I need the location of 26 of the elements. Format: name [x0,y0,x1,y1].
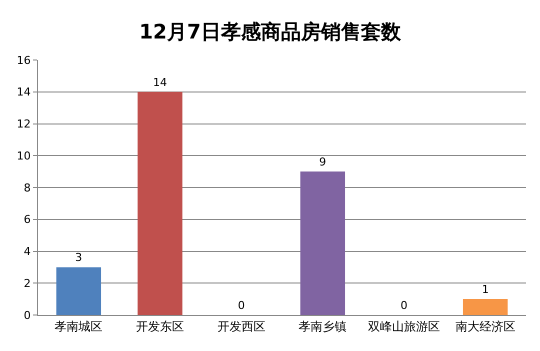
y-tick-label: 0 [24,308,31,322]
y-tick-label: 12 [16,118,31,131]
data-label: 9 [319,156,326,169]
x-tick-label: 孝南城区 [54,319,103,334]
bar [462,299,508,315]
data-label: 1 [482,283,489,296]
data-label: 0 [238,299,245,312]
x-tick-label: 开发西区 [217,319,266,334]
chart-title: 12月7日孝感商品房销售套数 [139,20,402,44]
x-tick-label: 双峰山旅游区 [368,319,440,334]
y-tick-label: 2 [24,276,31,290]
x-tick-label: 开发东区 [136,319,184,334]
x-tick-label: 南大经济区 [455,319,516,334]
data-label: 3 [75,251,82,264]
y-tick-label: 6 [24,213,31,226]
y-tick-label: 4 [24,245,31,258]
y-tick-label: 14 [16,86,31,99]
y-tick-label: 10 [16,149,31,162]
data-label: 14 [153,76,167,89]
bar [56,267,102,315]
bar [138,92,182,315]
data-label: 0 [400,299,408,312]
bar [300,172,346,315]
y-tick-label: 8 [24,181,31,194]
y-tick-label: 16 [16,54,31,67]
x-tick-label: 孝南乡镇 [298,319,347,334]
